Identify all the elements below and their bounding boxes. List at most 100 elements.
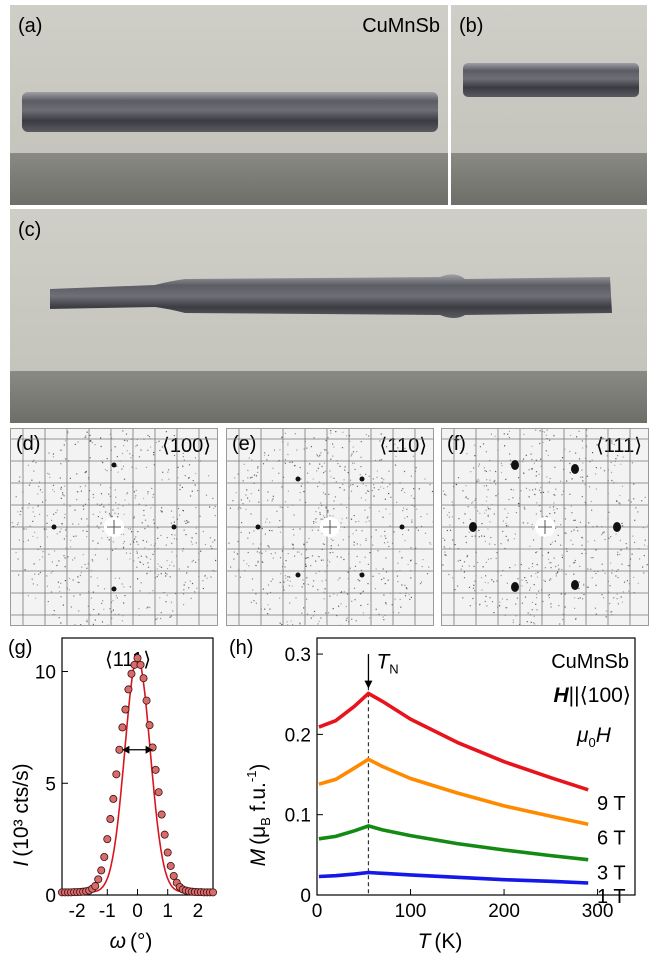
g-xtick-label: 0: [132, 901, 143, 922]
g-fwhm-arrowheads: [122, 745, 153, 754]
panel-label-h: (h): [229, 637, 253, 659]
h-series-line: [318, 691, 589, 792]
laue-grid-f: [442, 429, 648, 625]
h-series-label: 6 T: [597, 827, 626, 849]
h-ylabel-sub: B: [258, 817, 273, 826]
h-field-symbol: H: [553, 684, 569, 707]
direction-label-f: ⟨111⟩: [595, 435, 642, 457]
g-data-point: [136, 660, 145, 669]
g-ytick-label: 5: [45, 774, 56, 795]
g-data-point: [145, 721, 154, 730]
crystal-rod-a: [22, 92, 438, 132]
h-series-label: 9 T: [597, 793, 626, 815]
g-data-point: [124, 685, 133, 694]
g-data-point: [109, 794, 118, 803]
h-legend-mu: μ: [576, 724, 589, 747]
laue-pattern-e: (e) ⟨110⟩: [226, 428, 434, 626]
h-xlabel-symbol: T: [418, 930, 433, 953]
h-series-line: [318, 870, 589, 885]
g-ylabel: I (10³ cts/s): [10, 763, 33, 866]
panel-label-b: (b): [459, 15, 484, 37]
g-data-point: [127, 669, 136, 678]
g-data-point: [115, 745, 124, 754]
h-ytick-label: 0.3: [285, 645, 311, 666]
g-data-point: [118, 723, 127, 732]
g-data-point: [208, 888, 217, 897]
h-xtick-label: 100: [395, 901, 427, 922]
g-data-point: [157, 810, 166, 819]
g-data-point: [166, 861, 175, 870]
g-xlabel: ω (°): [110, 930, 153, 953]
g-xlabel-unit: (°): [130, 930, 152, 953]
rocking-curve-direction-label: ⟨111⟩: [105, 649, 151, 671]
h-series-line: [318, 824, 589, 862]
g-ylabel-symbol: I: [10, 861, 33, 867]
h-ytick-label: 0: [300, 886, 311, 907]
g-data-point: [160, 830, 169, 839]
h-ylabel-rest: f.u.: [247, 782, 270, 817]
laue-grid-e: [227, 429, 433, 625]
panel-label-d: (d): [16, 433, 41, 455]
g-xtick-label: 2: [193, 901, 204, 922]
g-data-point: [91, 882, 100, 891]
panel-label-f: (f): [447, 433, 466, 455]
g-data-point: [97, 866, 106, 875]
g-data-point: [94, 875, 103, 884]
g-ytick-label: 10: [35, 663, 56, 684]
laue-pattern-d: (d) ⟨100⟩: [10, 428, 218, 626]
ruler-a: [10, 153, 448, 205]
g-data-point: [121, 705, 130, 714]
h-series-label: 3 T: [597, 863, 626, 885]
h-legend-title: μ0H: [576, 724, 612, 750]
g-ytick-label: 0: [45, 886, 56, 907]
h-series-label: 1 T: [597, 886, 626, 908]
h-tn-arrowhead: [364, 680, 373, 689]
laue-pattern-f: (f) ⟨111⟩: [441, 428, 649, 626]
h-ylabel-end: ): [247, 764, 270, 771]
panel-label-g: (g): [8, 637, 32, 659]
h-xtick-label: 200: [488, 901, 520, 922]
sample-name-label: CuMnSb: [362, 15, 440, 37]
g-plot-frame: [61, 637, 214, 896]
g-ylabel-unit: (10³ cts/s): [10, 763, 33, 856]
g-xtick-label: -1: [99, 901, 116, 922]
h-ylabel-symbol: M: [247, 848, 270, 866]
h-tn-label: TN: [376, 651, 398, 677]
g-data-point: [106, 815, 115, 824]
h-field-direction-label: H||⟨100⟩: [553, 684, 631, 707]
crystal-rod-c: [50, 274, 612, 318]
h-ytick-label: 0.2: [285, 725, 311, 746]
panel-label-c: (c): [18, 219, 42, 241]
h-ylabel-unit: (μ: [247, 826, 270, 845]
g-data-point: [151, 765, 160, 774]
h-field-direction: ||⟨100⟩: [569, 684, 631, 707]
h-ylabel: M (μB f.u.-1): [244, 764, 273, 867]
photo-panel-c: (c): [10, 209, 647, 423]
h-xtick-label: 300: [582, 901, 614, 922]
magnetization-chart: (h) CuMnSb H||⟨100⟩ μ0H M(μB f.u.-1) T (K…: [229, 637, 636, 953]
g-xtick-label: -2: [69, 901, 86, 922]
h-xtick-label: 0: [312, 901, 323, 922]
g-data-point: [133, 654, 142, 663]
g-data-point: [163, 848, 172, 857]
g-data-point: [100, 853, 109, 862]
crystal-rod-b: [463, 63, 639, 97]
h-ytick-label: 0.1: [285, 806, 311, 827]
h-legend-h: H: [596, 724, 612, 747]
photo-panel-a: (a) CuMnSb: [10, 5, 448, 205]
h-ylabel-sup: -1: [244, 771, 259, 783]
h-xlabel-unit: (K): [434, 930, 462, 953]
g-data-point: [154, 788, 163, 797]
laue-grid-d: [11, 429, 217, 625]
ruler-c: [10, 371, 647, 423]
h-legend-sub: 0: [589, 735, 596, 750]
h-sample-label: CuMnSb: [551, 651, 629, 673]
g-data-point: [139, 674, 148, 683]
g-xtick-label: 1: [162, 901, 173, 922]
panel-label-a: (a): [18, 15, 43, 37]
g-data-point: [169, 872, 178, 881]
panel-label-e: (e): [232, 433, 257, 455]
h-series-line: [318, 757, 589, 827]
g-fit-line: [62, 656, 213, 894]
